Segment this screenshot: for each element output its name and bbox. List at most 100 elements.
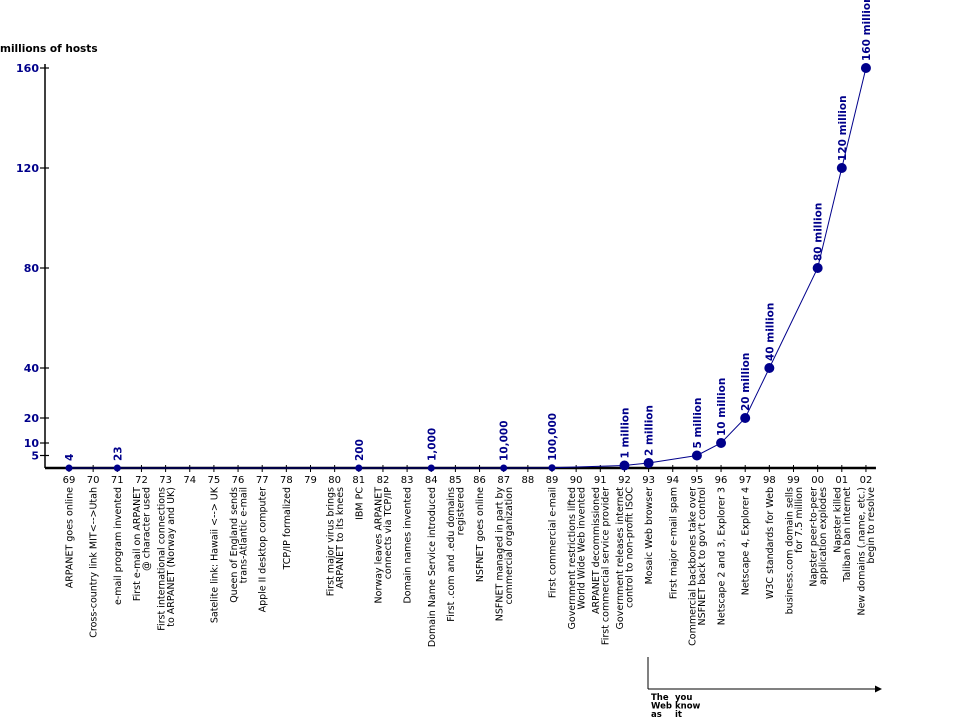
event-label: Netscape 4, Explorer 4 bbox=[741, 487, 752, 595]
data-point bbox=[355, 464, 363, 472]
event-label: trans-Atlantic e-mail bbox=[238, 487, 249, 583]
event-label: commercial organization bbox=[504, 487, 515, 605]
x-tick-label: 82 bbox=[377, 475, 390, 486]
x-tick-label: 78 bbox=[280, 475, 293, 486]
data-point bbox=[643, 458, 654, 468]
event-label: Commercial backbones take over bbox=[688, 487, 699, 646]
x-tick-label: 81 bbox=[352, 475, 365, 486]
data-label: 200 bbox=[354, 439, 366, 461]
event-label: Netscape 2 and 3, Explorer 3 bbox=[717, 487, 728, 625]
y-tick-label: 160 bbox=[16, 62, 39, 75]
data-point bbox=[427, 464, 435, 472]
y-axis-label: millions of hosts bbox=[0, 43, 98, 55]
data-label: 1,000 bbox=[426, 428, 438, 461]
x-tick-label: 73 bbox=[159, 475, 172, 486]
x-tick-label: 74 bbox=[183, 475, 196, 486]
x-tick-label: 94 bbox=[666, 475, 679, 486]
event-label: NSFNET managed in part by bbox=[494, 487, 505, 622]
y-tick-label: 120 bbox=[16, 162, 39, 175]
event-label: @ character used bbox=[142, 487, 153, 571]
era-arrow-head bbox=[875, 685, 882, 693]
era-label: know bbox=[675, 702, 701, 712]
x-tick-label: 71 bbox=[111, 475, 124, 486]
data-points bbox=[65, 63, 871, 472]
event-label: Napster peer-to-peer bbox=[808, 487, 819, 587]
y-tick-label: 5 bbox=[31, 450, 39, 463]
x-tick-label: 69 bbox=[63, 475, 76, 486]
event-label: First major virus brings bbox=[325, 487, 336, 596]
event-label: Satelite link: Hawaii <--> UK bbox=[209, 486, 220, 623]
data-point bbox=[65, 464, 73, 472]
event-label: Cross-country link MIT<-->Utah bbox=[89, 487, 100, 638]
event-label: Napster killed bbox=[833, 487, 844, 553]
era-label: it bbox=[675, 710, 682, 720]
x-tick-label: 99 bbox=[787, 475, 800, 486]
data-label: 160 million bbox=[861, 0, 873, 61]
x-tick-label: 95 bbox=[691, 475, 704, 486]
x-tick-label: 77 bbox=[256, 475, 269, 486]
x-tick-label: 79 bbox=[304, 475, 317, 486]
data-point bbox=[500, 464, 508, 472]
y-axis-ticks: 510 20 40 80 120 160 bbox=[16, 62, 49, 463]
data-label: 10 million bbox=[716, 378, 728, 436]
event-label: Domain Name Service introduced bbox=[427, 487, 438, 647]
event-label: First commercial service provider bbox=[601, 487, 612, 645]
event-label: begin to resolve bbox=[866, 487, 877, 564]
event-label: First e-mail on ARPANET bbox=[132, 487, 143, 601]
event-label: control to non-profit ISOC bbox=[625, 487, 636, 608]
x-tick-label: 90 bbox=[570, 475, 583, 486]
x-tick-label: 87 bbox=[497, 475, 510, 486]
event-label: NSFNET goes online bbox=[475, 487, 486, 582]
x-tick-label: 91 bbox=[594, 475, 607, 486]
era-label: The bbox=[651, 693, 669, 703]
data-point bbox=[548, 464, 556, 472]
data-label: 2 million bbox=[644, 405, 656, 456]
event-label: connects via TCP/IP bbox=[383, 487, 394, 580]
x-tick-label: 75 bbox=[208, 475, 221, 486]
event-label: ARPANET decommissioned bbox=[591, 487, 602, 614]
era-label: Web bbox=[651, 702, 672, 712]
event-label: Taliban ban internet bbox=[842, 487, 853, 583]
x-tick-label: 80 bbox=[328, 475, 341, 486]
data-label: 20 million bbox=[740, 353, 752, 411]
event-label: registered bbox=[456, 487, 467, 535]
data-point bbox=[716, 438, 727, 448]
y-tick-label: 20 bbox=[24, 412, 40, 425]
x-tick-label: 96 bbox=[715, 475, 728, 486]
x-tick-label: 93 bbox=[642, 475, 655, 486]
event-label: NSFNET back to gov't control bbox=[697, 487, 708, 625]
data-point bbox=[691, 450, 702, 461]
data-label: 4 bbox=[64, 454, 76, 461]
x-tick-label: 92 bbox=[618, 475, 631, 486]
x-axis-ticks: 69 70 71 72 73 74 75 76 77 78 79 80 81 82 83 84 85 86 87 88… bbox=[63, 465, 872, 486]
y-tick-label: 80 bbox=[24, 262, 40, 275]
data-label: 5 million bbox=[692, 398, 704, 449]
x-tick-label: 84 bbox=[425, 475, 438, 486]
event-label: Government restrictions lifted bbox=[567, 487, 578, 629]
x-tick-label: 70 bbox=[87, 475, 100, 486]
x-tick-label: 86 bbox=[473, 475, 486, 486]
x-tick-label: 98 bbox=[763, 475, 776, 486]
event-annotations: ARPANET goes online Cross-country link MI… bbox=[65, 486, 878, 647]
data-label: 80 million bbox=[813, 203, 825, 261]
x-tick-label: 00 bbox=[811, 475, 824, 486]
data-label: 10,000 bbox=[499, 420, 511, 461]
event-label: First major e-mail spam bbox=[668, 487, 679, 599]
era-label: you bbox=[675, 693, 692, 703]
event-label: Norway leaves ARPANET bbox=[374, 487, 385, 604]
data-labels: 4 23 200 1,000 10,000 100,000 1 million 2 milli… bbox=[64, 0, 873, 461]
event-label: to ARPANET (Norway and UK) bbox=[166, 487, 177, 627]
data-label: 40 million bbox=[764, 303, 776, 361]
event-label: ARPANET goes online bbox=[65, 487, 76, 588]
event-label: business.com domain sells bbox=[784, 487, 795, 614]
event-label: for 7.5 million bbox=[794, 487, 805, 553]
y-tick-label: 10 bbox=[24, 437, 40, 450]
data-label: 100,000 bbox=[547, 413, 559, 461]
data-point bbox=[860, 63, 871, 73]
x-tick-label: 88 bbox=[521, 475, 534, 486]
x-tick-label: 83 bbox=[401, 475, 414, 486]
data-label: 23 bbox=[112, 446, 124, 461]
event-label: application explodes bbox=[818, 487, 829, 585]
